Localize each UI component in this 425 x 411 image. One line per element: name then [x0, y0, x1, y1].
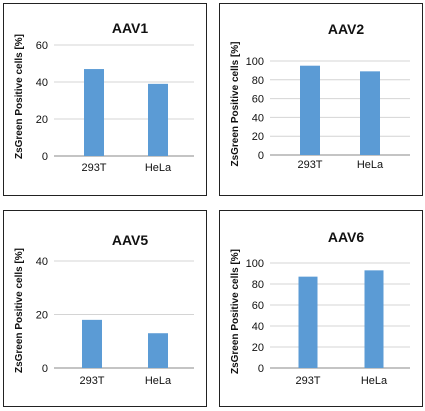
chart-title: AAV2 [328, 21, 365, 37]
bar-hela [364, 270, 384, 368]
chart-panel-aav5: AAV5 ZsGreen Positive cells [%] 0 20 40 293T H… [3, 210, 207, 407]
chart-aav6: AAV6 ZsGreen Positive cells [%] 0 20 40 60 80 1… [230, 229, 410, 387]
y-tick-label: 60 [252, 300, 264, 312]
x-tick-label: HeLa [145, 375, 172, 387]
y-tick-label: 0 [258, 150, 264, 162]
chart-title: AAV6 [328, 229, 365, 245]
bar-hela [148, 333, 168, 368]
x-tick-label: HeLa [357, 159, 384, 171]
y-tick-label: 80 [252, 75, 264, 87]
y-tick-label: 20 [252, 131, 264, 143]
chart-title: AAV1 [112, 20, 149, 36]
chart-panel-aav6: AAV6 ZsGreen Positive cells [%] 0 20 40 60 80 1… [219, 210, 423, 407]
y-tick-label: 20 [252, 342, 264, 354]
y-tick-label: 0 [42, 151, 48, 163]
x-tick-label: HeLa [145, 162, 172, 174]
y-axis-label: ZsGreen Positive cells [%] [230, 41, 241, 166]
y-tick-label: 60 [252, 94, 264, 106]
y-axis-label: ZsGreen Positive cells [%] [14, 248, 25, 373]
x-tick-label: HeLa [361, 375, 388, 387]
y-tick-label: 20 [36, 114, 48, 126]
bar-293t [300, 65, 320, 155]
y-tick-label: 0 [42, 363, 48, 375]
bar-hela [360, 71, 380, 155]
bar-hela [148, 83, 168, 156]
y-tick-label: 40 [252, 112, 264, 124]
bar-293t [82, 319, 102, 368]
chart-panel-aav2: AAV2 ZsGreen Positive cells [%] 0 20 40 60 80 1… [219, 3, 423, 196]
y-tick-label: 20 [36, 310, 48, 322]
chart-title: AAV5 [112, 232, 149, 248]
y-tick-label: 40 [36, 256, 48, 268]
y-tick-label: 100 [246, 258, 264, 270]
chart-aav2: AAV2 ZsGreen Positive cells [%] 0 20 40 60 80 1… [230, 21, 410, 171]
y-axis-label: ZsGreen Positive cells [%] [230, 249, 241, 374]
y-tick-label: 100 [246, 56, 264, 68]
y-tick-label: 60 [36, 40, 48, 52]
y-axis-label: ZsGreen Positive cells [%] [14, 34, 25, 159]
y-tick-label: 40 [36, 77, 48, 89]
bar-293t [84, 69, 104, 156]
x-tick-label: 293T [295, 375, 320, 387]
x-tick-label: 293T [79, 375, 104, 387]
bar-293t [298, 276, 318, 368]
y-tick-label: 80 [252, 279, 264, 291]
y-tick-label: 0 [258, 363, 264, 375]
chart-panel-aav1: AAV1 ZsGreen Positive cells [%] 0 20 40 60 293… [3, 3, 207, 196]
chart-aav5: AAV5 ZsGreen Positive cells [%] 0 20 40 293T H… [14, 232, 194, 387]
y-tick-label: 40 [252, 321, 264, 333]
chart-aav1: AAV1 ZsGreen Positive cells [%] 0 20 40 60 293… [14, 20, 194, 174]
x-tick-label: 293T [81, 162, 106, 174]
x-tick-label: 293T [297, 159, 322, 171]
